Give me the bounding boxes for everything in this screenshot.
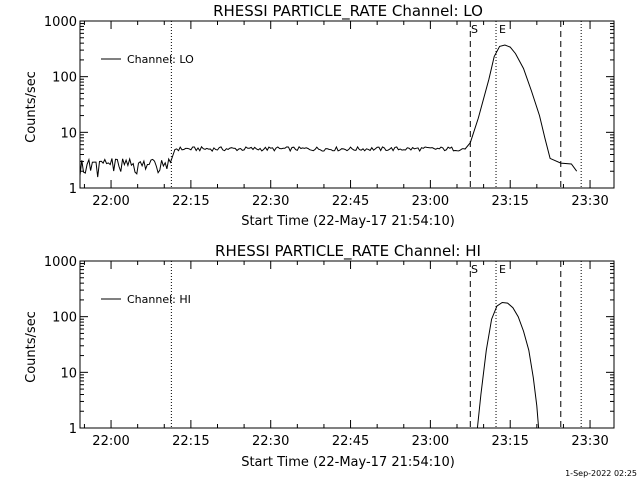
y-tick-label: 10 (60, 126, 77, 141)
marker-s-lo: S (471, 23, 478, 36)
legend-label-lo: Channel: LO (127, 53, 194, 66)
x-tick-label: 23:30 (571, 194, 608, 209)
marker-s-hi: S (471, 263, 478, 276)
x-tick-label: 22:30 (252, 194, 289, 209)
x-tick-label: 22:00 (92, 434, 129, 449)
x-tick-label: 22:45 (332, 194, 369, 209)
chart-title-lo: RHESSI PARTICLE_RATE Channel: LO (213, 2, 483, 21)
x-tick-label: 22:30 (252, 434, 289, 449)
x-axis-label-hi: Start Time (22-May-17 21:54:10) (241, 455, 455, 470)
y-tick-label: 100 (52, 311, 77, 326)
x-tick-label: 23:15 (491, 434, 528, 449)
marker-e-hi: E (499, 263, 506, 276)
x-tick-label: 22:15 (172, 194, 209, 209)
y-tick-label: 10 (60, 366, 77, 381)
panel-lo: RHESSI PARTICLE_RATE Channel: LO Counts/… (24, 2, 615, 229)
x-tick-label: 22:00 (92, 194, 129, 209)
y-tick-label: 100 (52, 71, 77, 86)
x-tick-label: 23:00 (412, 194, 449, 209)
y-tick-label: 1000 (44, 15, 77, 30)
plot-frame (79, 20, 615, 189)
footer-timestamp: 1-Sep-2022 02:25 (565, 469, 637, 478)
plot-frame (79, 260, 615, 429)
y-tick-label: 1 (69, 182, 77, 197)
x-tick-label: 23:00 (412, 434, 449, 449)
series-line (476, 301, 540, 429)
x-tick-label: 22:15 (172, 434, 209, 449)
y-tick-label: 1000 (44, 255, 77, 270)
y-axis-label-lo: Counts/sec (24, 71, 39, 143)
x-tick-label: 22:45 (332, 434, 369, 449)
series-line (79, 44, 578, 178)
x-tick-label: 23:30 (571, 434, 608, 449)
panel-hi: RHESSI PARTICLE_RATE Channel: HI Counts/… (24, 242, 615, 470)
x-tick-label: 23:15 (491, 194, 528, 209)
chart-title-hi: RHESSI PARTICLE_RATE Channel: HI (215, 242, 481, 261)
y-tick-label: 1 (69, 422, 77, 437)
legend-label-hi: Channel: HI (127, 293, 191, 306)
x-axis-label-lo: Start Time (22-May-17 21:54:10) (241, 214, 455, 229)
y-axis-label-hi: Counts/sec (24, 311, 39, 383)
marker-e-lo: E (499, 23, 506, 36)
